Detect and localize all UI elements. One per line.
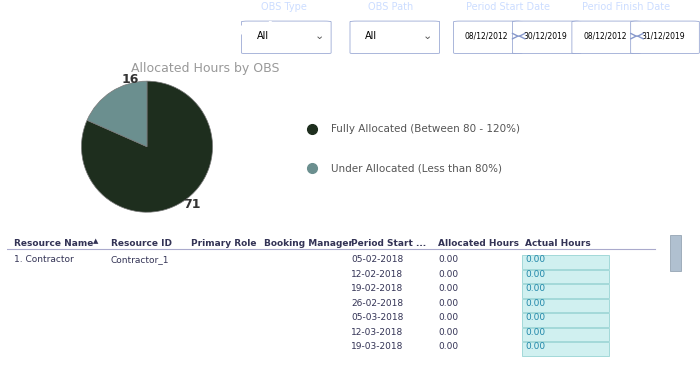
Text: 0.00: 0.00 [438,255,458,264]
Text: ⌄: ⌄ [315,31,324,41]
Wedge shape [81,81,213,212]
FancyBboxPatch shape [454,21,522,54]
Text: 08/12/2012: 08/12/2012 [583,32,627,41]
Text: 0.00: 0.00 [438,328,458,337]
Bar [522,342,608,356]
Text: 26-02-2018: 26-02-2018 [351,299,403,308]
Text: 05-03-2018: 05-03-2018 [351,313,404,322]
Bar [670,235,681,271]
Text: 0.00: 0.00 [525,299,545,308]
Text: Allocated Hours: Allocated Hours [438,239,519,248]
Text: 0.00: 0.00 [438,313,458,322]
Text: Allocated Hours by OBS: Allocated Hours by OBS [131,62,279,75]
FancyBboxPatch shape [241,21,331,54]
Text: ⌄: ⌄ [423,31,432,41]
Bar [522,270,608,283]
Text: 30/12/2019: 30/12/2019 [524,32,567,41]
Bar [522,299,608,312]
Text: OBS Type: OBS Type [260,2,307,12]
Text: 12-03-2018: 12-03-2018 [351,328,403,337]
FancyBboxPatch shape [350,21,440,54]
Text: OBS Path: OBS Path [368,2,413,12]
Wedge shape [87,81,147,147]
Text: 0.00: 0.00 [438,299,458,308]
Text: Resource ID: Resource ID [111,239,172,248]
Text: 1. Contractor: 1. Contractor [14,255,74,264]
Text: 05-02-2018: 05-02-2018 [351,255,403,264]
Bar [522,313,608,327]
Text: All: All [257,31,269,41]
Text: 0.00: 0.00 [525,284,545,293]
FancyBboxPatch shape [631,21,699,54]
Text: 0.00: 0.00 [525,342,545,351]
Text: All: All [365,31,377,41]
Text: Primary Role: Primary Role [191,239,256,248]
Text: Period Start ...: Period Start ... [351,239,426,248]
Text: Resource Name: Resource Name [14,239,93,248]
Text: Actual Hours: Actual Hours [525,239,591,248]
Text: Period Finish Date: Period Finish Date [582,2,671,12]
Text: Booking Manager: Booking Manager [265,239,354,248]
Text: ▲: ▲ [92,239,98,245]
Text: 0.00: 0.00 [525,270,545,279]
FancyBboxPatch shape [512,21,581,54]
Text: 0.00: 0.00 [525,313,545,322]
Text: 31/12/2019: 31/12/2019 [642,32,685,41]
Bar [522,284,608,298]
Text: 19-02-2018: 19-02-2018 [351,284,403,293]
Text: 71: 71 [183,198,200,211]
Text: Contractor_1: Contractor_1 [111,255,169,264]
Text: 0.00: 0.00 [438,284,458,293]
Bar [522,255,608,269]
Bar [522,328,608,341]
Text: 0.00: 0.00 [525,255,545,264]
Text: Allocation Compliance Pie Chart: Allocation Compliance Pie Chart [7,21,307,39]
Text: 08/12/2012: 08/12/2012 [465,32,508,41]
Text: Period Start Date: Period Start Date [466,2,550,12]
Text: 0.00: 0.00 [438,342,458,351]
Text: 0.00: 0.00 [525,328,545,337]
FancyBboxPatch shape [572,21,640,54]
Text: Fully Allocated (Between 80 - 120%): Fully Allocated (Between 80 - 120%) [331,124,520,134]
Text: 12-02-2018: 12-02-2018 [351,270,403,279]
Text: 19-03-2018: 19-03-2018 [351,342,404,351]
Text: 16: 16 [122,73,139,86]
Text: 0.00: 0.00 [438,270,458,279]
Text: Under Allocated (Less than 80%): Under Allocated (Less than 80%) [331,163,502,173]
